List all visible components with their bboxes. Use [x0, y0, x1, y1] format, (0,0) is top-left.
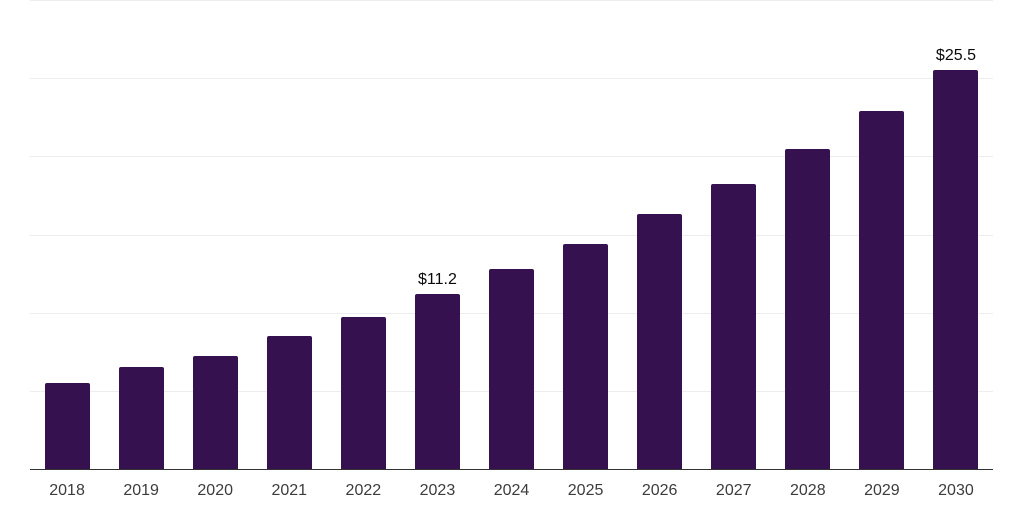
x-tick-label-2026: 2026: [641, 482, 678, 499]
bar-2024: [489, 268, 534, 469]
x-axis-labels: 2018 2019 2020 2021 2022 2023 2024 2025 2026 2027…: [30, 479, 993, 503]
data-label-2023: $11.2: [417, 270, 457, 288]
gridline: [30, 234, 993, 236]
bar-2021: [266, 336, 312, 469]
x-tick-label-2022: 2022: [345, 482, 382, 499]
x-tick-label-2024: 2024: [493, 482, 530, 499]
bar-2029: [859, 111, 905, 469]
x-tick-label-2028: 2028: [790, 482, 826, 499]
x-tick-label-2020: 2020: [197, 482, 233, 499]
gridline: [30, 156, 993, 158]
x-tick-label-2019: 2019: [123, 482, 159, 499]
gridline: [30, 0, 993, 1]
bar-2028: [785, 148, 831, 469]
x-tick-label-2030: 2030: [938, 482, 974, 499]
bar-2026: [637, 214, 683, 469]
bar-2023: [414, 293, 460, 469]
bar-2019: [118, 367, 164, 469]
x-tick-label-2018: 2018: [49, 482, 85, 499]
data-label-2030: $25.5: [935, 47, 976, 65]
x-tick-label-2025: 2025: [567, 482, 604, 499]
bar-2018: [44, 383, 90, 469]
bar-2025: [563, 243, 609, 469]
bar-2027: [711, 184, 757, 469]
bar-2022: [340, 317, 386, 469]
plot-area: $11.2 $25.5: [30, 0, 993, 470]
x-tick-label-2023: 2023: [419, 482, 456, 499]
gridline: [30, 78, 993, 80]
x-tick-label-2027: 2027: [715, 482, 752, 499]
bar-2020: [192, 356, 238, 469]
x-tick-label-2021: 2021: [271, 482, 308, 499]
x-tick-label-2029: 2029: [864, 482, 900, 499]
x-axis-line: [30, 469, 993, 470]
bar-2030: [933, 70, 979, 469]
